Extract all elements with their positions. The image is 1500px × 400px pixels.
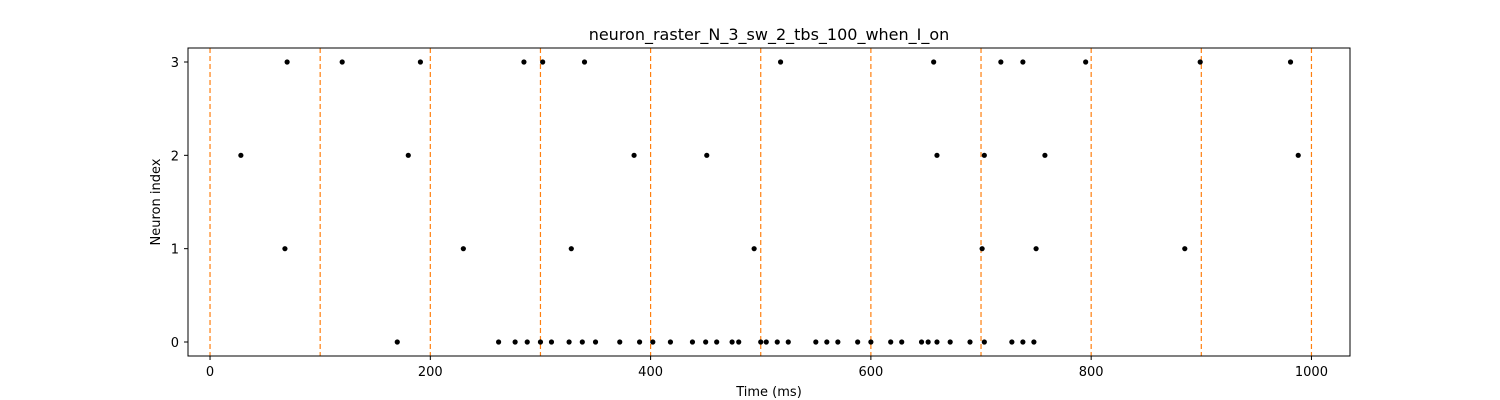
spike-point: [736, 339, 742, 345]
spike-point: [981, 152, 987, 158]
x-axis-ticks: 0 200 400 600 800 1000: [206, 356, 1328, 380]
spike-point: [1295, 152, 1301, 158]
spike-point: [617, 339, 623, 345]
spike-point: [979, 246, 985, 252]
spike-point: [524, 339, 530, 345]
spike-point: [667, 339, 674, 345]
spike-point: [394, 339, 400, 345]
spike-point: [405, 152, 411, 158]
x-axis-label: Time (ms): [735, 385, 802, 400]
spike-point: [512, 339, 518, 345]
spike-point: [855, 339, 861, 345]
spike-points: [238, 59, 1301, 345]
spike-point: [1182, 246, 1188, 252]
spike-point: [934, 339, 940, 345]
y-axis-ticks: 0 1 2 3: [171, 56, 188, 351]
x-tick-label: 800: [1079, 365, 1104, 380]
spike-point: [934, 152, 940, 158]
x-tick-label: 0: [206, 365, 214, 380]
x-tick-label: 200: [418, 365, 443, 380]
spike-point: [636, 339, 643, 345]
x-tick-label: 600: [858, 365, 883, 380]
spike-point: [813, 339, 819, 345]
spike-point: [1009, 339, 1015, 345]
y-tick-label: 1: [171, 243, 179, 258]
spike-point: [824, 339, 830, 345]
spike-point: [777, 59, 784, 65]
spike-point: [704, 152, 710, 158]
spike-point: [282, 246, 288, 252]
spike-point: [998, 59, 1004, 65]
spike-point: [1042, 152, 1048, 158]
y-tick-label: 3: [171, 56, 179, 71]
spike-point: [947, 339, 953, 345]
spike-point: [460, 246, 466, 252]
spike-point: [763, 339, 769, 345]
spike-point: [1031, 339, 1037, 345]
spike-point: [339, 59, 345, 65]
spike-point: [925, 339, 931, 345]
spike-point: [650, 339, 656, 345]
spike-point: [238, 152, 244, 158]
y-tick-label: 2: [171, 149, 179, 164]
spike-point: [703, 339, 709, 345]
spike-point: [1287, 59, 1294, 65]
spike-point: [714, 339, 720, 345]
y-tick-label: 0: [171, 336, 179, 351]
spike-point: [918, 339, 925, 345]
spike-point: [521, 59, 527, 65]
spike-point: [592, 339, 599, 345]
spike-point: [774, 339, 780, 345]
spike-point: [1033, 246, 1039, 252]
spike-point: [1020, 59, 1026, 65]
spike-point: [579, 339, 585, 345]
spike-point: [540, 59, 546, 65]
spike-point: [548, 339, 555, 345]
spike-point: [729, 339, 735, 345]
spike-point: [631, 152, 637, 158]
spike-point: [1020, 339, 1026, 345]
spike-point: [835, 339, 841, 345]
spike-point: [581, 59, 588, 65]
spike-point: [981, 339, 987, 345]
plot-background: [188, 48, 1350, 356]
spike-point: [568, 246, 574, 252]
spike-point: [689, 339, 696, 345]
spike-point: [931, 59, 937, 65]
spike-point: [566, 339, 572, 345]
spike-point: [537, 339, 544, 345]
chart-title: neuron_raster_N_3_sw_2_tbs_100_when_I_on: [589, 25, 950, 45]
spike-point: [1083, 59, 1089, 65]
spike-point: [417, 59, 423, 65]
plot-frame: [187, 47, 1351, 357]
spike-point: [785, 339, 791, 345]
spike-point: [868, 339, 874, 345]
spike-point: [1197, 59, 1203, 65]
spike-point: [284, 59, 290, 65]
spike-point: [758, 339, 764, 345]
x-tick-label: 400: [638, 365, 663, 380]
spike-point: [751, 246, 757, 252]
y-axis-label: Neuron index: [149, 158, 164, 245]
spike-point: [888, 339, 894, 345]
stimulus-lines: [209, 48, 1313, 356]
x-tick-label: 1000: [1295, 365, 1328, 380]
spike-point: [496, 339, 502, 345]
spike-point: [899, 339, 905, 345]
spike-point: [967, 339, 973, 345]
